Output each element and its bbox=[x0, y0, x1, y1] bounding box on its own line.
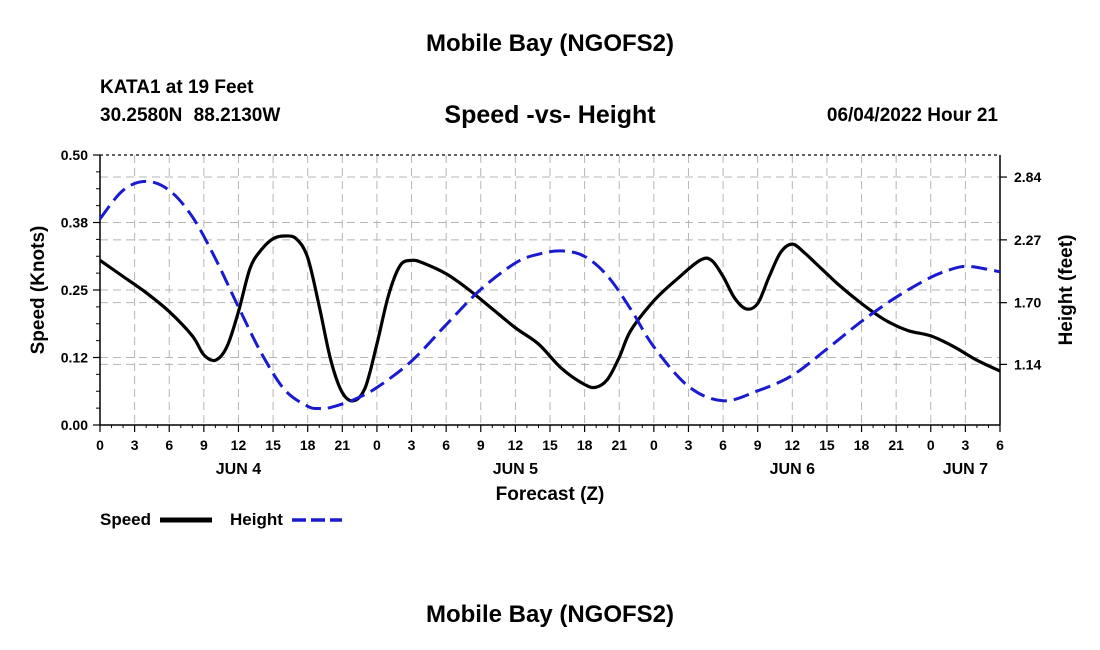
x-tick-label: 6 bbox=[996, 437, 1004, 453]
x-tick-label: 0 bbox=[373, 437, 381, 453]
x-tick-label: 21 bbox=[888, 437, 904, 453]
page-title: Mobile Bay (NGOFS2) bbox=[425, 30, 675, 57]
legend: Speed Height bbox=[100, 510, 342, 529]
grid-lines bbox=[100, 155, 1000, 425]
x-tick-label: 18 bbox=[300, 437, 316, 453]
legend-speed-label: Speed bbox=[100, 510, 151, 529]
x-tick-label: 15 bbox=[819, 437, 835, 453]
x-tick-label: 0 bbox=[927, 437, 935, 453]
x-axis-label: Forecast (Z) bbox=[496, 484, 605, 505]
x-tick-label: 18 bbox=[854, 437, 870, 453]
x-tick-label: 0 bbox=[650, 437, 658, 453]
x-tick-label: 18 bbox=[577, 437, 593, 453]
y-tick-label: 0.38 bbox=[61, 215, 88, 231]
y2-axis-label: Height (feet) bbox=[1056, 235, 1077, 346]
x-tick-label: 9 bbox=[200, 437, 208, 453]
x-tick-label: 15 bbox=[542, 437, 558, 453]
x-tick-label: 3 bbox=[131, 437, 139, 453]
date-label: JUN 7 bbox=[943, 461, 988, 478]
legend-height-label: Height bbox=[230, 510, 283, 529]
y2-tick-label: 1.14 bbox=[1014, 356, 1041, 372]
x-tick-label: 3 bbox=[685, 437, 693, 453]
x-tick-label: 21 bbox=[335, 437, 351, 453]
forecast-datetime: 06/04/2022 Hour 21 bbox=[826, 105, 998, 126]
series-line-speed bbox=[99, 234, 1001, 403]
x-tick-label: 21 bbox=[611, 437, 627, 453]
y-tick-label: 0.12 bbox=[61, 350, 88, 366]
date-label: JUN 5 bbox=[493, 461, 538, 478]
y-tick-label: 0.50 bbox=[61, 147, 88, 163]
date-label: JUN 6 bbox=[770, 461, 815, 478]
y2-tick-label: 2.27 bbox=[1014, 232, 1041, 248]
x-tick-label: 6 bbox=[442, 437, 450, 453]
y2-tick-label: 1.70 bbox=[1014, 295, 1041, 311]
y-tick-label: 0.25 bbox=[61, 282, 88, 298]
x-tick-label: 9 bbox=[754, 437, 762, 453]
y2-tick-label: 2.84 bbox=[1014, 169, 1041, 185]
x-tick-label: 15 bbox=[265, 437, 281, 453]
y-axis-ticks: 0.00 0.12 0.25 0.38 0.50 1.14 1.70 2.27 2.84 bbox=[61, 147, 1042, 433]
x-tick-label: 6 bbox=[165, 437, 173, 453]
date-label: JUN 4 bbox=[216, 461, 261, 478]
x-tick-label: 12 bbox=[508, 437, 524, 453]
x-tick-label: 3 bbox=[408, 437, 416, 453]
x-tick-label: 6 bbox=[719, 437, 727, 453]
station-label: KATA1 at 19 Feet bbox=[100, 77, 254, 98]
x-tick-label: 3 bbox=[961, 437, 969, 453]
bottom-title: Mobile Bay (NGOFS2) bbox=[425, 601, 675, 628]
y-axis-label: Speed (Knots) bbox=[28, 226, 49, 355]
x-tick-label: 12 bbox=[785, 437, 801, 453]
x-axis-ticks: 0 3 6 9 12 15 18 21 0 3 6 9 12 15 18 21 0 3 6 9 12 15 18 21 0 3 6J… bbox=[96, 425, 1004, 478]
station-coordinates: 30.2580N 88.2130W bbox=[100, 105, 281, 126]
y-tick-label: 0.00 bbox=[61, 417, 88, 433]
series-line-height bbox=[98, 179, 1001, 411]
chart-series bbox=[98, 179, 1001, 411]
x-tick-label: 12 bbox=[231, 437, 247, 453]
x-tick-label: 0 bbox=[96, 437, 104, 453]
x-tick-label: 9 bbox=[477, 437, 485, 453]
chart-title: Speed -vs- Height bbox=[444, 101, 656, 129]
